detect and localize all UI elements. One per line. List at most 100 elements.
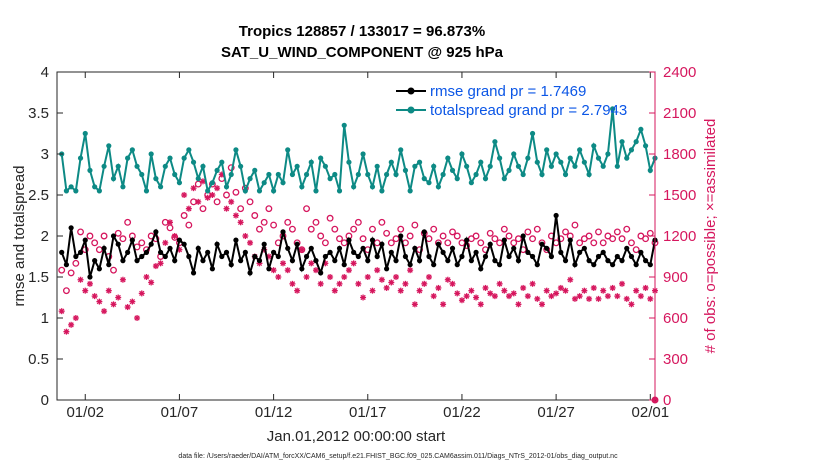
obs-assimilated-point [280, 260, 287, 267]
obs-possible-point [632, 246, 640, 254]
obs-assimilated-point [350, 260, 357, 267]
obs-assimilated-point [190, 185, 197, 192]
obs-assimilated-point [463, 293, 470, 300]
rmse-point [209, 266, 215, 272]
obs-assimilated-point [614, 293, 621, 300]
obs-assimilated-point [491, 293, 498, 300]
obs-assimilated-point [440, 301, 447, 308]
star-stroke [496, 281, 503, 287]
totalspread-point [388, 159, 394, 165]
rmse-point [365, 258, 371, 264]
totalspread-point [600, 163, 606, 169]
rmse-point [219, 253, 225, 260]
obs-possible-point [86, 232, 94, 240]
obs-possible-point [406, 232, 414, 240]
legend: rmse grand pr = 1.7469 totalspread grand… [396, 83, 627, 119]
rmse-point [153, 229, 159, 235]
totalspread-point [275, 171, 281, 178]
x-tick-label: 01/12 [255, 404, 293, 421]
star-stroke [247, 240, 253, 246]
rmse-point [294, 241, 300, 247]
star-stroke [360, 294, 366, 301]
obs-assimilated-point [77, 276, 84, 283]
obs-possible-point [180, 212, 188, 219]
rmse-point [205, 249, 211, 255]
obs-assimilated-point [228, 198, 235, 205]
totalspread-point [120, 184, 126, 190]
totalspread-point [591, 143, 597, 149]
star-stroke [87, 281, 93, 287]
y2-tick-label: 2100 [663, 105, 696, 122]
totalspread-point [468, 180, 474, 186]
obs-possible-point [562, 228, 569, 236]
star-stroke [223, 206, 230, 212]
rmse-point [384, 266, 390, 272]
star-stroke [73, 315, 79, 321]
rmse-point [581, 245, 587, 251]
star-stroke [186, 206, 192, 212]
rmse-point [468, 258, 474, 264]
obs-possible-point [510, 239, 518, 247]
obs-possible-point [491, 235, 499, 243]
star-stroke [628, 301, 635, 307]
obs-assimilated-point [143, 274, 150, 280]
totalspread-point [412, 163, 418, 169]
obs-assimilated-point [101, 308, 108, 315]
star-stroke [591, 285, 597, 291]
star-stroke [619, 281, 625, 287]
obs-assimilated-point [383, 284, 390, 291]
obs-possible-point [213, 198, 221, 206]
obs-assimilated-point [628, 301, 635, 308]
totalspread-point [205, 188, 211, 194]
rmse-point [190, 270, 197, 276]
rmse-point [492, 258, 498, 264]
obs-possible-point [256, 225, 263, 233]
obs-assimilated-point [647, 295, 654, 302]
y-tick-label: 3.5 [28, 105, 49, 122]
star-stroke [318, 281, 324, 287]
obs-possible-point [557, 235, 565, 243]
obs-assimilated-point [619, 280, 626, 287]
obs-assimilated-point [520, 284, 527, 291]
obs-assimilated-point [303, 274, 310, 280]
y-axis-label: rmse and totalspread [11, 166, 28, 307]
star-stroke [605, 293, 611, 299]
star-stroke [449, 281, 456, 287]
totalspread-point [247, 176, 253, 182]
rmse-point [148, 241, 154, 247]
obs-possible-point [618, 235, 626, 243]
star-stroke [270, 267, 277, 273]
obs-assimilated-markers [58, 171, 659, 404]
obs-assimilated-point [586, 295, 593, 302]
star-stroke [577, 293, 583, 299]
obs-assimilated-point [562, 287, 569, 294]
y-tick-label: 3 [41, 146, 49, 163]
obs-possible-point [472, 232, 480, 240]
obs-possible-point [185, 221, 193, 229]
totalspread-point [416, 159, 423, 165]
obs-assimilated-point [581, 287, 588, 294]
star-stroke [153, 263, 159, 269]
totalspread-point [73, 188, 79, 194]
obs-assimilated-point [327, 274, 334, 280]
totalspread-point [544, 147, 550, 153]
totalspread-point [181, 155, 187, 161]
obs-possible-point [354, 218, 362, 226]
obs-assimilated-point [171, 233, 178, 239]
obs-possible-point [590, 239, 598, 247]
star-stroke [487, 290, 493, 297]
obs-possible-point [486, 229, 494, 237]
totalspread-point [449, 167, 456, 173]
star-stroke [365, 274, 371, 280]
totalspread-point [256, 188, 263, 194]
totalspread-point [605, 151, 611, 157]
totalspread-point [435, 184, 442, 190]
rmse-point [270, 249, 277, 255]
obs-assimilated-point [317, 280, 324, 287]
legend-spread-label: totalspread grand pr = 2.7943 [430, 102, 627, 119]
obs-assimilated-point [468, 287, 475, 294]
star-stroke [101, 308, 107, 314]
obs-assimilated-point [115, 294, 122, 301]
legend-rmse-label: rmse grand pr = 1.7469 [430, 83, 586, 100]
obs-assimilated-point [515, 301, 522, 308]
